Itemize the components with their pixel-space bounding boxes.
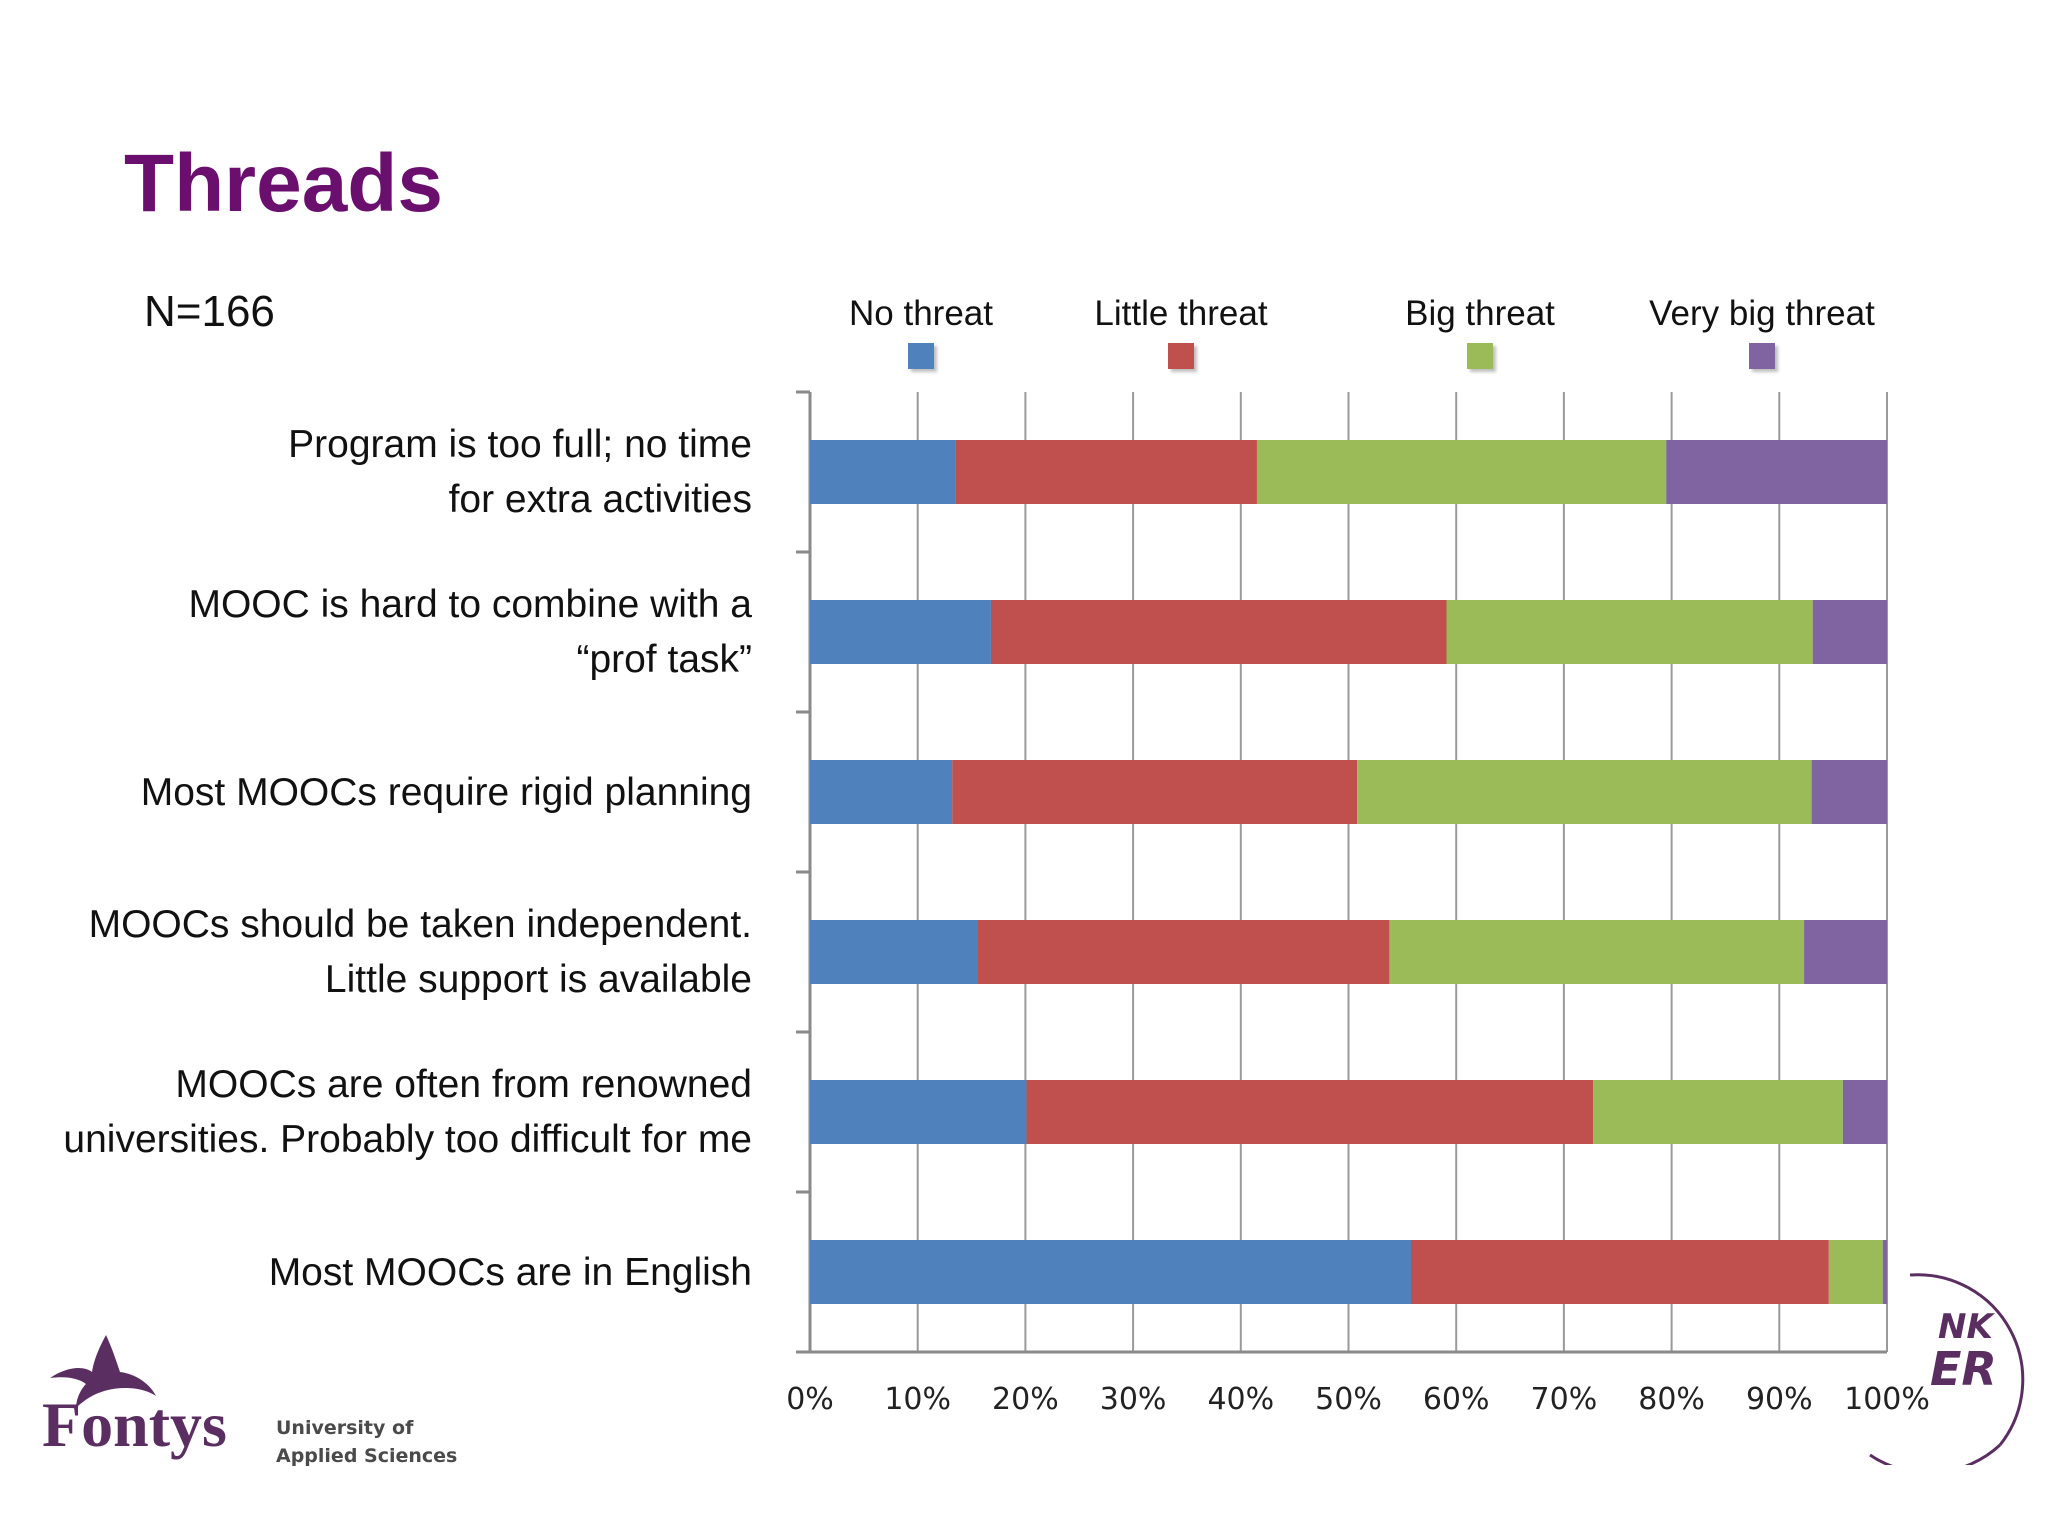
bar-row1-little-threat [955,440,1257,504]
corner-badge-text-2: ER [1930,1342,1997,1396]
category-label-1-line-2: for extra activities [448,478,752,521]
legend-swatch [1749,343,1775,369]
slide-title: Threads [124,138,443,229]
category-label-5: MOOCs are often from renowned universitie… [0,1057,752,1167]
bar-row1-big-threat [1256,440,1667,504]
legend-item-little-threat: Little threat [1061,296,1301,369]
category-label-3-line-1: Most MOOCs require rigid planning [140,770,752,814]
bar-row6-no-threat [810,1240,1411,1304]
legend-swatch [1168,343,1194,369]
category-label-1: Program is too full; no time for extra ac… [0,417,752,527]
category-label-2-line-1: MOOC is hard to combine with a [188,583,752,626]
bar-row2-very-big-threat [1812,600,1887,664]
category-label-4: MOOCs should be taken independent. Little… [0,897,752,1007]
bar-row5-little-threat [1026,1080,1593,1144]
bar-row1-very-big-threat [1666,440,1887,504]
x-tick-label-6: 60% [1423,1382,1490,1417]
legend-label: Little threat [1094,294,1268,333]
legend-item-big-threat: Big threat [1360,296,1600,369]
legend-item-no-threat: No threat [801,296,1041,369]
logo-subtitle-line-1: University of [276,1417,414,1439]
logo-subtitle: University of Applied Sciences [276,1414,457,1470]
category-label-1-line-1: Program is too full; no time [288,423,752,466]
x-tick-label-2: 20% [992,1382,1059,1417]
x-tick-label-9: 90% [1746,1382,1813,1417]
bar-row2-big-threat [1446,600,1813,664]
legend-label: Very big threat [1649,294,1875,333]
bar-row4-very-big-threat [1804,920,1887,984]
x-tick-label-10: 100% [1844,1382,1930,1417]
x-tick-label-4: 40% [1207,1382,1274,1417]
logo-subtitle-line-2: Applied Sciences [276,1445,458,1467]
x-tick-label-7: 70% [1531,1382,1598,1417]
bar-row4-big-threat [1389,920,1805,984]
corner-badge-logo: NK ER [1869,1273,2025,1465]
bar-row4-little-threat [978,920,1390,984]
bar-row4-no-threat [810,920,979,984]
sample-size-label: N=166 [144,287,275,336]
fontys-logo: Fontys University of Applied Sciences [36,1330,476,1480]
bar-row5-no-threat [810,1080,1027,1144]
category-label-5-line-2: universities. Probably too difficult for… [63,1118,752,1161]
bar-row3-big-threat [1357,760,1812,824]
corner-badge-text-1: NK [1938,1307,1995,1347]
bar-row1-no-threat [810,440,956,504]
legend-label: No threat [849,294,993,333]
bar-row6-very-big-threat [1882,1240,1887,1304]
bar-row2-little-threat [990,600,1447,664]
x-tick-label-8: 80% [1638,1382,1705,1417]
fontys-bird-icon [50,1335,156,1408]
bar-row5-very-big-threat [1842,1080,1887,1144]
x-tick-label-5: 50% [1315,1382,1382,1417]
legend-swatch [908,343,934,369]
x-tick-label-1: 10% [884,1382,951,1417]
category-label-6-line-1: Most MOOCs are in English [268,1250,752,1294]
bar-row3-very-big-threat [1811,760,1887,824]
bar-row5-big-threat [1592,1080,1843,1144]
logo-wordmark: Fontys [42,1389,227,1460]
category-label-3: Most MOOCs require rigid planning [0,765,752,820]
x-tick-label-0: 0% [786,1382,834,1417]
bar-row3-no-threat [810,760,953,824]
category-label-6: Most MOOCs are in English [0,1245,752,1300]
legend-swatch [1467,343,1493,369]
category-label-4-line-2: Little support is available [324,958,752,1001]
category-label-2: MOOC is hard to combine with a “prof task… [0,577,752,687]
bar-row6-little-threat [1410,1240,1829,1304]
bar-row6-big-threat [1828,1240,1883,1304]
category-label-2-line-2: “prof task” [576,638,752,681]
category-label-4-line-1: MOOCs should be taken independent. [88,903,752,946]
bar-row3-little-threat [952,760,1358,824]
bar-row2-no-threat [810,600,991,664]
legend-label: Big threat [1405,294,1555,333]
x-tick-label-3: 30% [1100,1382,1167,1417]
legend-item-very-big-threat: Very big threat [1642,296,1882,369]
category-label-5-line-1: MOOCs are often from renowned [175,1063,752,1106]
